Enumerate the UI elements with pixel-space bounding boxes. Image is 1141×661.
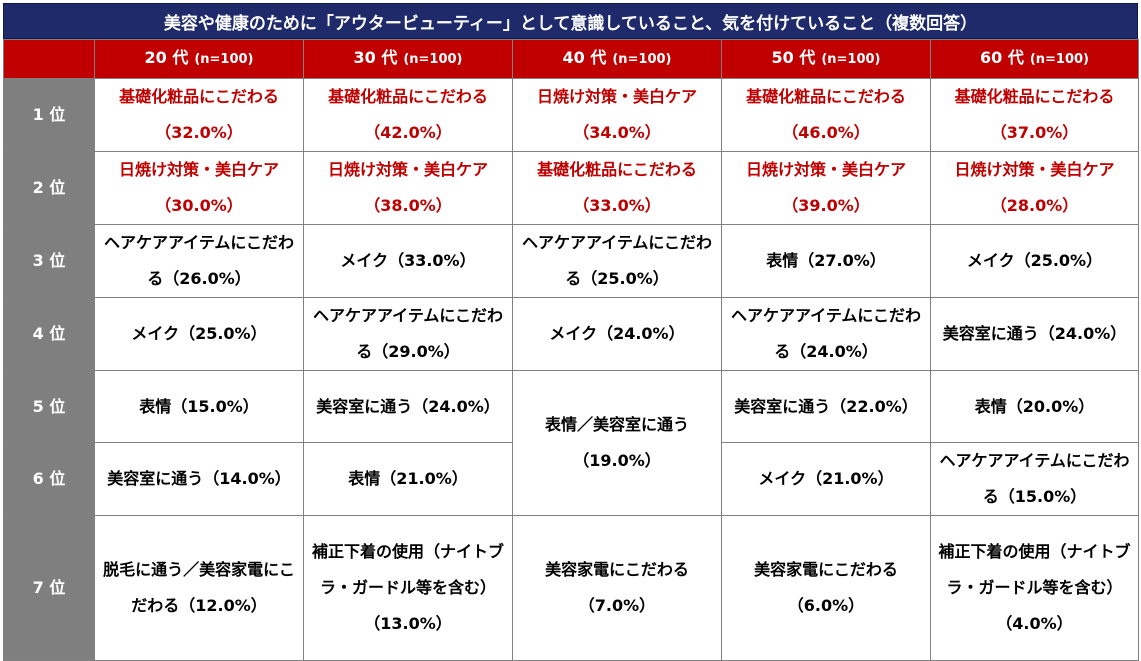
age-label: 40 代 bbox=[562, 48, 607, 67]
column-header-60s: 60 代 (n=100) bbox=[930, 39, 1139, 79]
table-cell: 基礎化粧品にこだわる（46.0%） bbox=[721, 78, 931, 152]
table-cell: 表情（20.0%） bbox=[930, 370, 1139, 443]
table-row: 4 位 メイク（25.0%） ヘアケアアイテムにこだわる（29.0%） メイク（… bbox=[3, 297, 1139, 371]
age-label: 20 代 bbox=[144, 48, 189, 67]
table-cell: 美容室に通う（24.0%） bbox=[930, 297, 1139, 371]
table-title: 美容や健康のために「アウタービューティー」として意識していること、気を付けている… bbox=[3, 3, 1138, 39]
table-cell: メイク（25.0%） bbox=[930, 224, 1139, 298]
table-cell: 日焼け対策・美白ケア（39.0%） bbox=[721, 151, 931, 225]
table-cell: メイク（25.0%） bbox=[94, 297, 304, 371]
table-cell: 美容室に通う（24.0%） bbox=[303, 370, 513, 443]
rank-label-2: 2 位 bbox=[3, 151, 95, 225]
column-header-30s: 30 代 (n=100) bbox=[303, 39, 513, 79]
sample-size: (n=100) bbox=[194, 52, 254, 67]
table-cell: 美容室に通う（14.0%） bbox=[94, 442, 304, 516]
table-row: 3 位 ヘアケアアイテムにこだわる（26.0%） メイク（33.0%） ヘアケア… bbox=[3, 224, 1139, 298]
table-row: 6 位 美容室に通う（14.0%） 表情（21.0%） メイク（21.0%） ヘ… bbox=[3, 442, 1139, 516]
table-row: 7 位 脱毛に通う／美容家電にこだわる（12.0%） 補正下着の使用（ナイトブラ… bbox=[3, 515, 1139, 661]
table-cell: 日焼け対策・美白ケア（38.0%） bbox=[303, 151, 513, 225]
table-cell: 基礎化粧品にこだわる（37.0%） bbox=[930, 78, 1139, 152]
table-cell: 日焼け対策・美白ケア（30.0%） bbox=[94, 151, 304, 225]
sample-size: (n=100) bbox=[821, 52, 881, 67]
rank-label-4: 4 位 bbox=[3, 297, 95, 371]
corner-cell bbox=[3, 39, 95, 79]
table-cell-merged: 表情／美容室に通う（19.0%） bbox=[512, 370, 722, 516]
table-cell: 基礎化粧品にこだわる（32.0%） bbox=[94, 78, 304, 152]
table-cell: 表情（15.0%） bbox=[94, 370, 304, 443]
table-cell: ヘアケアアイテムにこだわる（26.0%） bbox=[94, 224, 304, 298]
table-cell: ヘアケアアイテムにこだわる（25.0%） bbox=[512, 224, 722, 298]
sample-size: (n=100) bbox=[403, 52, 463, 67]
table-cell: 美容家電にこだわる（7.0%） bbox=[512, 515, 722, 661]
rank-label-7: 7 位 bbox=[3, 515, 95, 661]
table-cell: 表情（21.0%） bbox=[303, 442, 513, 516]
table-row: 1 位 基礎化粧品にこだわる（32.0%） 基礎化粧品にこだわる（42.0%） … bbox=[3, 78, 1139, 152]
table-cell: メイク（24.0%） bbox=[512, 297, 722, 371]
table-cell: ヘアケアアイテムにこだわる（29.0%） bbox=[303, 297, 513, 371]
table-cell: ヘアケアアイテムにこだわる（15.0%） bbox=[930, 442, 1139, 516]
rank-label-1: 1 位 bbox=[3, 78, 95, 152]
sample-size: (n=100) bbox=[612, 52, 672, 67]
table-cell: 脱毛に通う／美容家電にこだわる（12.0%） bbox=[94, 515, 304, 661]
age-label: 50 代 bbox=[771, 48, 816, 67]
rank-label-5: 5 位 bbox=[3, 370, 95, 443]
age-label: 60 代 bbox=[979, 48, 1024, 67]
header-row: 20 代 (n=100) 30 代 (n=100) 40 代 (n=100) 50 代… bbox=[3, 39, 1139, 79]
table-cell: 美容家電にこだわる（6.0%） bbox=[721, 515, 931, 661]
table-row: 2 位 日焼け対策・美白ケア（30.0%） 日焼け対策・美白ケア（38.0%） … bbox=[3, 151, 1139, 225]
rank-label-6: 6 位 bbox=[3, 442, 95, 516]
table-row: 5 位 表情（15.0%） 美容室に通う（24.0%） 表情／美容室に通う（19… bbox=[3, 370, 1139, 516]
table-cell: 補正下着の使用（ナイトブラ・ガードル等を含む）（13.0%） bbox=[303, 515, 513, 661]
age-label: 30 代 bbox=[353, 48, 398, 67]
table-cell: 表情（27.0%） bbox=[721, 224, 931, 298]
table-cell: 美容室に通う（22.0%） bbox=[721, 370, 931, 443]
ranking-table: 20 代 (n=100) 30 代 (n=100) 40 代 (n=100) 50 代… bbox=[3, 39, 1139, 661]
column-header-40s: 40 代 (n=100) bbox=[512, 39, 722, 79]
column-header-20s: 20 代 (n=100) bbox=[94, 39, 304, 79]
sample-size: (n=100) bbox=[1029, 52, 1089, 67]
table-cell: 補正下着の使用（ナイトブラ・ガードル等を含む）（4.0%） bbox=[930, 515, 1139, 661]
rank-label-3: 3 位 bbox=[3, 224, 95, 298]
table-cell: 基礎化粧品にこだわる（33.0%） bbox=[512, 151, 722, 225]
table-cell: ヘアケアアイテムにこだわる（24.0%） bbox=[721, 297, 931, 371]
table-cell: 日焼け対策・美白ケア（34.0%） bbox=[512, 78, 722, 152]
table-cell: 基礎化粧品にこだわる（42.0%） bbox=[303, 78, 513, 152]
table-cell: メイク（21.0%） bbox=[721, 442, 931, 516]
table-cell: 日焼け対策・美白ケア（28.0%） bbox=[930, 151, 1139, 225]
table-cell: メイク（33.0%） bbox=[303, 224, 513, 298]
column-header-50s: 50 代 (n=100) bbox=[721, 39, 931, 79]
